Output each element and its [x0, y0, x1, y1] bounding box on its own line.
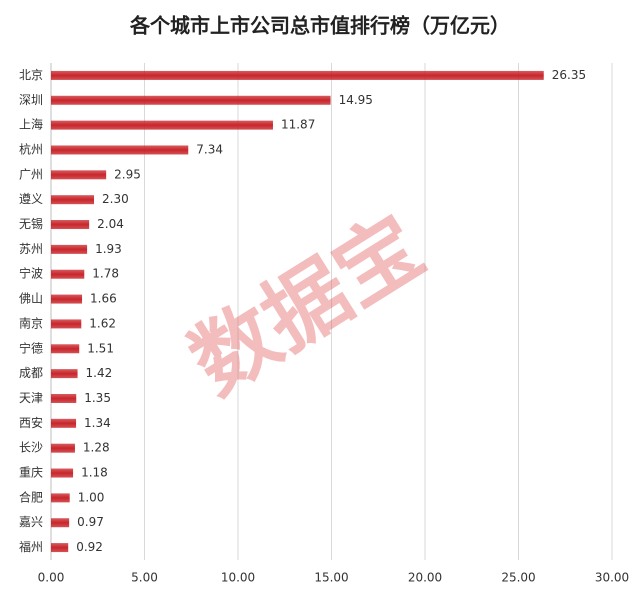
y-tick-label: 宁波 — [19, 266, 43, 281]
x-tick-label: 0.00 — [38, 571, 65, 585]
y-tick-label: 佛山 — [19, 292, 43, 306]
y-tick-label: 遵义 — [19, 191, 43, 206]
data-label: 0.92 — [76, 540, 103, 554]
bar — [51, 468, 74, 478]
y-tick-label: 苏州 — [19, 242, 43, 256]
data-label: 7.34 — [196, 142, 223, 156]
bar — [51, 70, 544, 80]
bar — [51, 195, 95, 205]
data-label: 1.93 — [95, 242, 122, 256]
data-label: 2.95 — [114, 167, 141, 181]
watermark: 数据宝 — [174, 197, 440, 414]
bar — [51, 170, 107, 180]
bar — [51, 344, 80, 354]
y-tick-label: 合肥 — [19, 489, 43, 504]
y-tick-label: 杭州 — [19, 141, 43, 156]
data-label: 2.30 — [102, 192, 129, 206]
data-label: 1.18 — [81, 466, 108, 480]
bar — [51, 443, 75, 453]
data-label: 1.51 — [87, 341, 114, 355]
y-tick-label: 天津 — [19, 391, 43, 405]
bar — [51, 294, 83, 304]
data-label: 0.97 — [77, 515, 104, 529]
y-tick-label: 福州 — [19, 539, 43, 554]
bar — [51, 244, 88, 254]
bar — [51, 543, 69, 553]
bar — [51, 418, 77, 428]
y-tick-label: 宁德 — [19, 340, 43, 355]
bar — [51, 393, 77, 403]
data-label: 1.00 — [78, 490, 105, 504]
bar — [51, 518, 70, 528]
data-label: 26.35 — [552, 68, 586, 82]
data-label: 14.95 — [339, 93, 373, 107]
data-label: 1.62 — [89, 316, 116, 330]
data-label: 1.66 — [90, 292, 117, 306]
bar — [51, 369, 78, 379]
y-tick-label: 南京 — [19, 315, 43, 330]
bar — [51, 319, 82, 329]
y-tick-label: 北京 — [19, 68, 43, 82]
x-tick-label: 10.00 — [221, 571, 255, 585]
bar — [51, 493, 70, 503]
data-label: 1.78 — [92, 267, 119, 281]
x-tick-label: 25.00 — [501, 571, 535, 585]
y-tick-label: 广州 — [19, 167, 43, 181]
x-tick-label: 30.00 — [595, 571, 629, 585]
y-tick-label: 重庆 — [19, 466, 43, 480]
bar — [51, 269, 85, 279]
bar — [51, 120, 273, 130]
x-tick-label: 15.00 — [314, 571, 348, 585]
chart-title: 各个城市上市公司总市值排行榜（万亿元） — [129, 14, 510, 38]
y-tick-label: 上海 — [19, 117, 43, 132]
bar — [51, 95, 331, 105]
y-tick-label: 长沙 — [19, 441, 43, 455]
y-tick-label: 深圳 — [19, 93, 43, 107]
y-tick-label: 嘉兴 — [19, 515, 43, 529]
data-label: 1.35 — [84, 391, 111, 405]
data-label: 1.34 — [84, 416, 111, 430]
y-tick-label: 西安 — [19, 415, 43, 430]
y-tick-label: 成都 — [19, 366, 43, 380]
data-label: 1.28 — [83, 441, 110, 455]
y-tick-label: 无锡 — [19, 216, 43, 231]
data-label: 2.04 — [97, 217, 124, 231]
data-label: 11.87 — [281, 118, 315, 132]
x-tick-label: 20.00 — [408, 571, 442, 585]
bar — [51, 220, 90, 230]
data-label: 1.42 — [86, 366, 113, 380]
bar — [51, 145, 189, 155]
x-tick-label: 5.00 — [131, 571, 158, 585]
